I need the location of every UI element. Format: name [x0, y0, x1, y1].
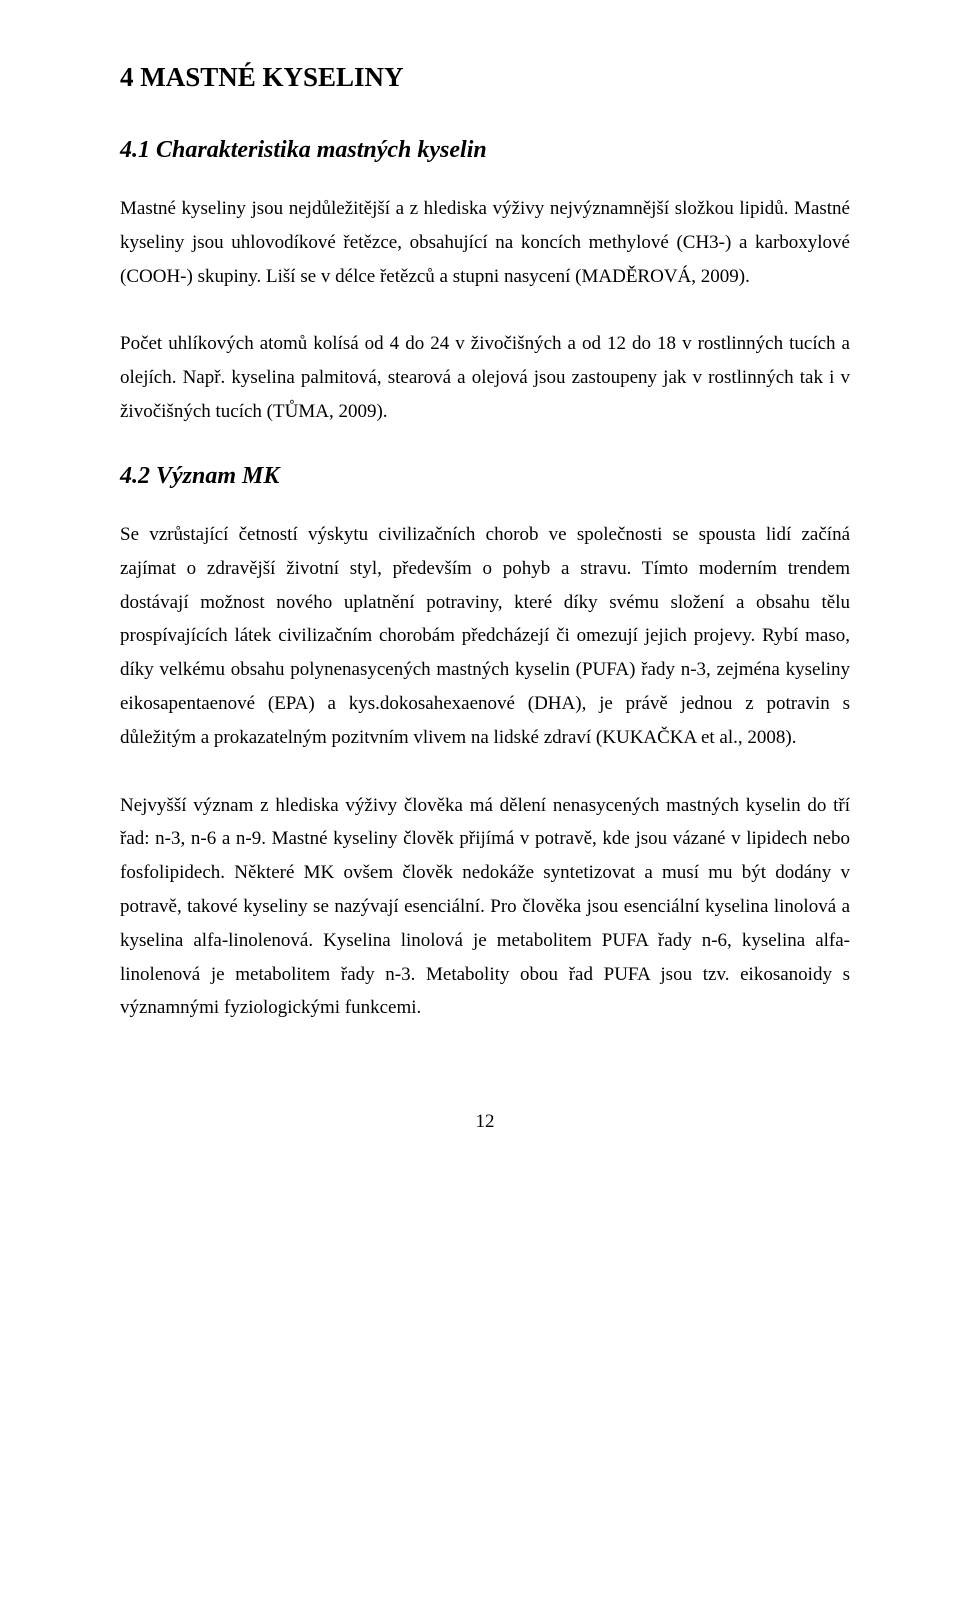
section-4-2-paragraph-1: Se vzrůstající četností výskytu civiliza… — [120, 518, 850, 755]
section-4-1-paragraph-2: Počet uhlíkových atomů kolísá od 4 do 24… — [120, 327, 850, 428]
section-4-2-paragraph-2: Nejvyšší význam z hlediska výživy člověk… — [120, 789, 850, 1026]
section-4-2-heading: 4.2 Význam MK — [120, 463, 850, 490]
section-4-1-paragraph-1: Mastné kyseliny jsou nejdůležitější a z … — [120, 192, 850, 293]
chapter-heading: 4 MASTNÉ KYSELINY — [120, 62, 850, 93]
section-4-1-heading: 4.1 Charakteristika mastných kyselin — [120, 137, 850, 164]
page-number: 12 — [120, 1111, 850, 1133]
